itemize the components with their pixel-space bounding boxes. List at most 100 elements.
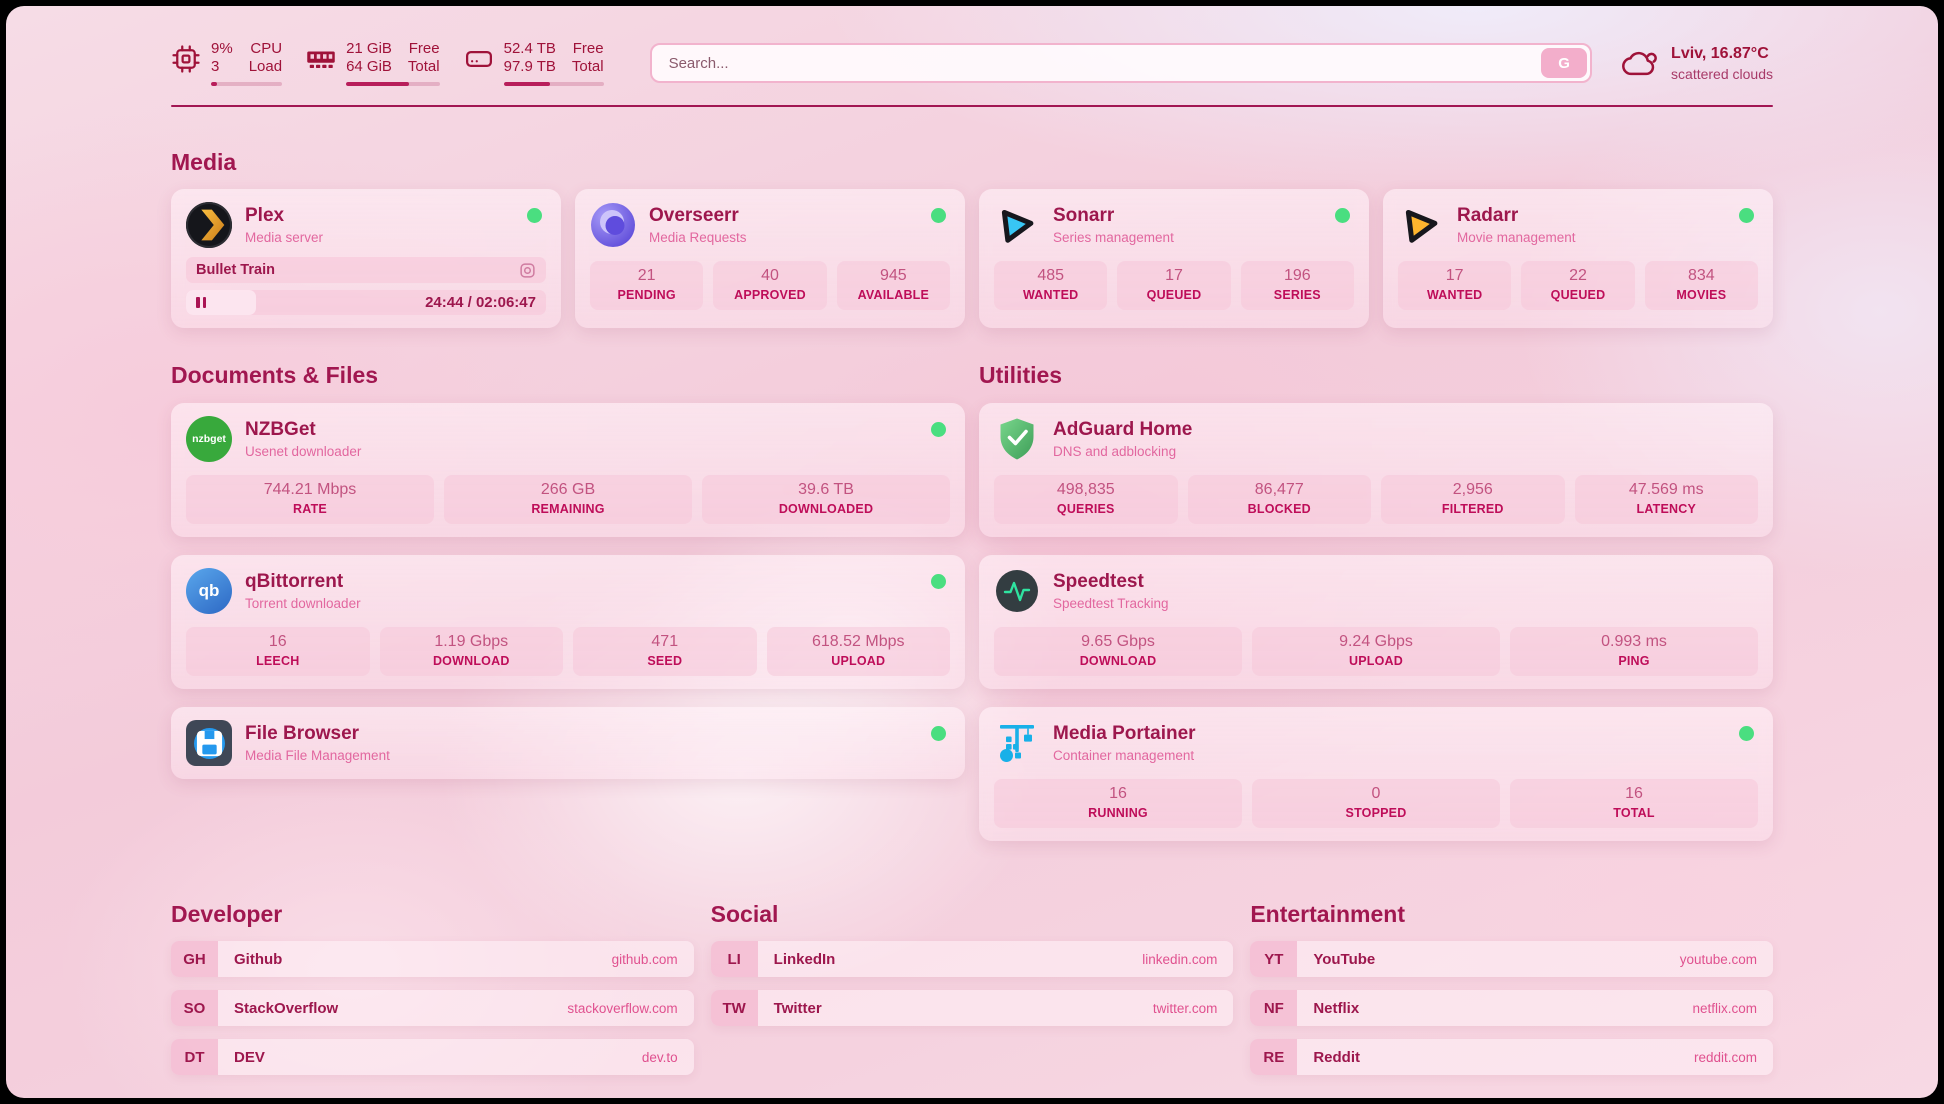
stat-downloaded: 39.6 TB DOWNLOADED: [702, 475, 950, 524]
disk-total-label: Total: [571, 58, 604, 76]
app-card-overseerr[interactable]: Overseerr Media Requests 21 PENDING 40 A…: [575, 189, 965, 328]
floppy-icon: [196, 730, 222, 756]
memory-progress-bar: [346, 81, 440, 87]
stat-series: 196 SERIES: [1240, 261, 1354, 310]
disk-free-value: 52.4 TB: [503, 39, 556, 57]
app-card-filebrowser[interactable]: File Browser Media File Management: [171, 707, 965, 779]
now-playing-row: Bullet Train: [186, 257, 546, 283]
app-description: Speedtest Tracking: [1053, 596, 1169, 611]
app-card-plex[interactable]: Plex Media server Bullet Train: [171, 189, 561, 328]
section-title-documents: Documents & Files: [171, 362, 379, 388]
app-name: Radarr: [1457, 205, 1519, 226]
overseerr-icon: [590, 202, 636, 248]
plex-icon: [186, 202, 232, 248]
now-playing-title: Bullet Train: [196, 262, 275, 278]
bookmark-github[interactable]: GH Github github.com: [171, 941, 694, 977]
app-name: qBittorrent: [245, 571, 344, 592]
top-bar: 9% 3 CPU Load: [171, 36, 1773, 90]
app-description: Usenet downloader: [245, 444, 362, 459]
radarr-icon: [1398, 202, 1444, 248]
app-card-portainer[interactable]: Media Portainer Container management 16 …: [979, 707, 1773, 841]
status-online-dot: [1335, 208, 1350, 223]
bookmark-badge: SO: [171, 990, 218, 1026]
bookmark-netflix[interactable]: NF Netflix netflix.com: [1250, 990, 1774, 1026]
app-description: Media Requests: [649, 230, 747, 245]
section-title-social: Social: [710, 901, 779, 927]
bookmark-linkedin[interactable]: LI LinkedIn linkedin.com: [710, 941, 1234, 977]
disk-total-value: 97.9 TB: [503, 58, 556, 76]
stat-download: 1.19 Gbps DOWNLOAD: [379, 627, 563, 676]
app-name: NZBGet: [245, 419, 316, 440]
app-name: Speedtest: [1053, 571, 1144, 592]
section-title-media: Media: [171, 149, 237, 175]
app-name: Sonarr: [1053, 205, 1115, 226]
section-title-utilities: Utilities: [979, 362, 1063, 388]
bookmark-twitter[interactable]: TW Twitter twitter.com: [710, 990, 1234, 1026]
app-card-speedtest[interactable]: Speedtest Speedtest Tracking 9.65 Gbps D…: [979, 555, 1773, 689]
stat-download: 9.65 Gbps DOWNLOAD: [994, 627, 1242, 676]
stat-available: 945 AVAILABLE: [836, 261, 950, 310]
search-input[interactable]: [654, 54, 1542, 72]
bookmark-youtube[interactable]: YT YouTube youtube.com: [1250, 941, 1774, 977]
memory-total-label: Total: [407, 58, 440, 76]
speedtest-icon: [994, 568, 1040, 614]
bookmark-badge: NF: [1250, 990, 1298, 1026]
status-online-dot: [931, 574, 946, 589]
bookmark-reddit[interactable]: RE Reddit reddit.com: [1250, 1039, 1774, 1075]
app-name: File Browser: [245, 723, 360, 744]
app-card-qbittorrent[interactable]: qb qBittorrent Torrent downloader 16 LEE…: [171, 555, 965, 689]
search-bar: G: [649, 43, 1593, 83]
stat-blocked: 86,477 BLOCKED: [1187, 475, 1371, 524]
stat-wanted: 485 WANTED: [994, 261, 1108, 310]
memory-free-value: 21 GiB: [346, 39, 392, 57]
bookmark-badge: LI: [710, 941, 758, 977]
bookmark-stackoverflow[interactable]: SO StackOverflow stackoverflow.com: [171, 990, 694, 1026]
ram-icon: [306, 44, 336, 74]
app-description: Torrent downloader: [245, 596, 361, 611]
cpu-icon: [171, 44, 201, 74]
disk-free-label: Free: [572, 39, 604, 57]
memory-free-label: Free: [408, 39, 440, 57]
status-online-dot: [931, 726, 946, 741]
playback-time: 24:44 / 02:06:47: [425, 294, 536, 311]
status-online-dot: [527, 208, 542, 223]
app-card-radarr[interactable]: Radarr Movie management 17 WANTED 22 QUE…: [1383, 189, 1773, 328]
stat-leech: 16 LEECH: [186, 627, 370, 676]
memory-monitor: 21 GiB 64 GiB Free Total: [306, 40, 440, 87]
cpu-load-label: Load: [248, 58, 283, 76]
app-name: Media Portainer: [1053, 723, 1196, 744]
bookmark-badge: DT: [171, 1039, 218, 1075]
bookmark-badge: GH: [171, 941, 218, 977]
header-divider: [171, 105, 1773, 107]
stat-remaining: 266 GB REMAINING: [444, 475, 692, 524]
status-online-dot: [931, 422, 946, 437]
cpu-monitor: 9% 3 CPU Load: [171, 39, 283, 87]
app-description: Movie management: [1457, 230, 1576, 245]
stat-queued: 17 QUEUED: [1117, 261, 1231, 310]
cpu-usage-value: 9%: [211, 39, 233, 57]
app-description: Media File Management: [245, 748, 390, 763]
app-name: Overseerr: [649, 205, 739, 226]
app-card-adguard[interactable]: AdGuard Home DNS and adblocking 498,835 …: [979, 403, 1773, 537]
app-card-sonarr[interactable]: Sonarr Series management 485 WANTED 17 Q…: [979, 189, 1369, 328]
nzbget-icon: nzbget: [186, 416, 232, 462]
portainer-icon: [994, 720, 1040, 766]
stat-upload: 9.24 Gbps UPLOAD: [1252, 627, 1500, 676]
adguard-icon: [994, 416, 1040, 462]
bookmark-badge: TW: [710, 990, 758, 1026]
stat-latency: 47.569 ms LATENCY: [1574, 475, 1758, 524]
search-engine-button[interactable]: G: [1541, 48, 1588, 78]
app-card-nzbget[interactable]: nzbget NZBGet Usenet downloader 744.21 M…: [171, 403, 965, 537]
bookmark-badge: RE: [1250, 1039, 1298, 1075]
weather-location-temp: Lviv, 16.87°C: [1671, 44, 1769, 62]
memory-total-value: 64 GiB: [346, 58, 392, 76]
stat-running: 16 RUNNING: [994, 779, 1242, 828]
app-description: Series management: [1053, 230, 1174, 245]
bookmark-dev[interactable]: DT DEV dev.to: [171, 1039, 694, 1075]
stat-queued: 22 QUEUED: [1521, 261, 1635, 310]
stat-wanted: 17 WANTED: [1398, 261, 1512, 310]
media-type-icon: [519, 262, 536, 279]
disk-icon: [464, 44, 494, 74]
app-description: DNS and adblocking: [1053, 444, 1177, 459]
section-title-developer: Developer: [171, 901, 283, 927]
